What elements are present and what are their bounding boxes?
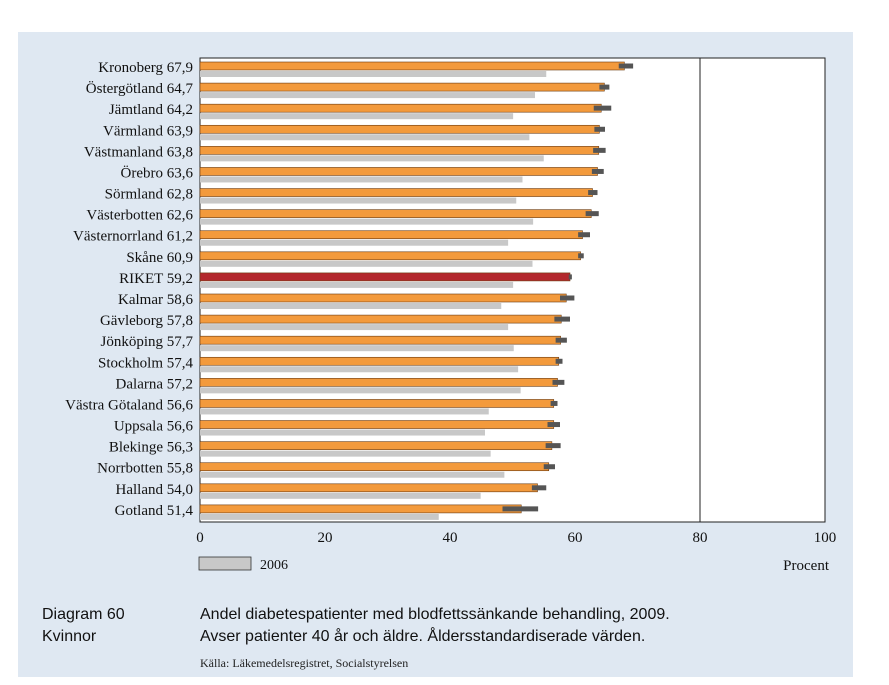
category-label: Stockholm 57,4 bbox=[98, 355, 194, 371]
bar-current bbox=[199, 167, 598, 176]
bar-current bbox=[199, 188, 593, 197]
bar-2006 bbox=[200, 303, 502, 309]
bar-2006 bbox=[200, 197, 517, 204]
x-tick-label: 80 bbox=[693, 530, 708, 546]
bar-current bbox=[199, 251, 581, 261]
bar-current bbox=[199, 483, 538, 493]
diagram-number: Diagram 60 bbox=[42, 606, 125, 623]
bar-2006 bbox=[200, 513, 439, 520]
bar-2006 bbox=[200, 113, 514, 120]
bar-2006 bbox=[200, 366, 519, 373]
bar-current bbox=[199, 61, 625, 71]
bar-2006 bbox=[200, 134, 530, 141]
bar-2006 bbox=[200, 408, 489, 415]
bar-current bbox=[199, 272, 571, 282]
category-label: Västernorrland 61,2 bbox=[73, 229, 193, 245]
bar-current bbox=[199, 504, 522, 514]
category-label: Östergötland 64,7 bbox=[86, 80, 194, 97]
category-label: Västmanland 63,8 bbox=[84, 144, 193, 160]
bar-2006 bbox=[200, 492, 481, 499]
bar-2006 bbox=[200, 71, 547, 77]
caption-title-line2: Avser patienter 40 år och äldre. Ålderss… bbox=[200, 628, 646, 645]
caption-right: Andel diabetespatienter med blodfettssän… bbox=[200, 604, 840, 674]
bar-2006 bbox=[200, 387, 521, 394]
bar-2006 bbox=[200, 281, 514, 288]
category-label: Jämtland 64,2 bbox=[109, 102, 193, 118]
caption-source: Källa: Läkemedelsregistret, Socialstyrel… bbox=[200, 656, 409, 670]
category-label: Värmland 63,9 bbox=[103, 123, 193, 139]
legend-label-2006: 2006 bbox=[260, 558, 288, 573]
x-tick-label: 100 bbox=[814, 530, 837, 546]
category-label: Halland 54,0 bbox=[116, 482, 193, 498]
category-label: Gävleborg 57,8 bbox=[100, 313, 193, 329]
category-label: Gotland 51,4 bbox=[115, 503, 194, 519]
x-tick-label: 40 bbox=[443, 530, 458, 546]
bar-2006 bbox=[200, 218, 534, 225]
bar-2006 bbox=[200, 155, 544, 162]
x-axis-label: Procent bbox=[783, 558, 830, 574]
bar-current bbox=[199, 230, 583, 240]
category-label: Skåne 60,9 bbox=[126, 250, 193, 266]
bar-current bbox=[199, 356, 560, 366]
category-label: Västerbotten 62,6 bbox=[86, 208, 193, 224]
bar-2006 bbox=[200, 345, 514, 352]
category-label: RIKET 59,2 bbox=[119, 271, 193, 287]
category-label: Jönköping 57,7 bbox=[100, 334, 193, 350]
category-label: Västra Götaland 56,6 bbox=[65, 397, 193, 413]
bar-current bbox=[199, 146, 600, 155]
x-tick-label: 60 bbox=[568, 530, 583, 546]
x-tick-label: 0 bbox=[196, 530, 204, 546]
diagram-subgroup: Kvinnor bbox=[42, 628, 97, 645]
bar-2006 bbox=[200, 260, 533, 267]
bar-current bbox=[199, 209, 592, 218]
bar-current bbox=[199, 103, 602, 113]
bar-current bbox=[199, 420, 555, 429]
bar-chart: Kronoberg 67,9 Östergötland 64,7 Jämtland … bbox=[65, 57, 837, 574]
category-label: Örebro 63,6 bbox=[121, 164, 194, 181]
bar-current bbox=[199, 314, 562, 324]
bar-2006 bbox=[200, 239, 509, 246]
bar-current bbox=[199, 462, 550, 472]
category-label: Kalmar 58,6 bbox=[118, 292, 193, 308]
caption-left: Diagram 60 Kvinnor bbox=[42, 604, 192, 648]
legend-swatch-2006 bbox=[198, 556, 252, 571]
category-label: Norrbotten 55,8 bbox=[97, 461, 193, 477]
bar-2006 bbox=[200, 176, 523, 183]
category-label: Blekinge 56,3 bbox=[109, 440, 193, 456]
bar-current bbox=[199, 82, 605, 92]
category-label: Uppsala 56,6 bbox=[114, 419, 194, 435]
bar-2006 bbox=[200, 450, 491, 457]
bar-current bbox=[199, 124, 600, 134]
bar-current bbox=[199, 335, 561, 345]
category-label: Kronoberg 67,9 bbox=[98, 60, 193, 76]
bar-2006 bbox=[200, 92, 535, 99]
bar-2006 bbox=[200, 324, 509, 331]
category-label: Dalarna 57,2 bbox=[116, 376, 193, 392]
bar-current bbox=[199, 378, 558, 387]
bar-current bbox=[199, 293, 567, 303]
bar-2006 bbox=[200, 429, 485, 436]
category-label: Sörmland 62,8 bbox=[105, 187, 193, 203]
x-tick-label: 20 bbox=[318, 530, 333, 546]
bar-2006 bbox=[200, 471, 505, 478]
bar-current bbox=[199, 441, 553, 450]
bar-current bbox=[199, 399, 555, 408]
caption-title-line1: Andel diabetespatienter med blodfettssän… bbox=[200, 606, 670, 623]
